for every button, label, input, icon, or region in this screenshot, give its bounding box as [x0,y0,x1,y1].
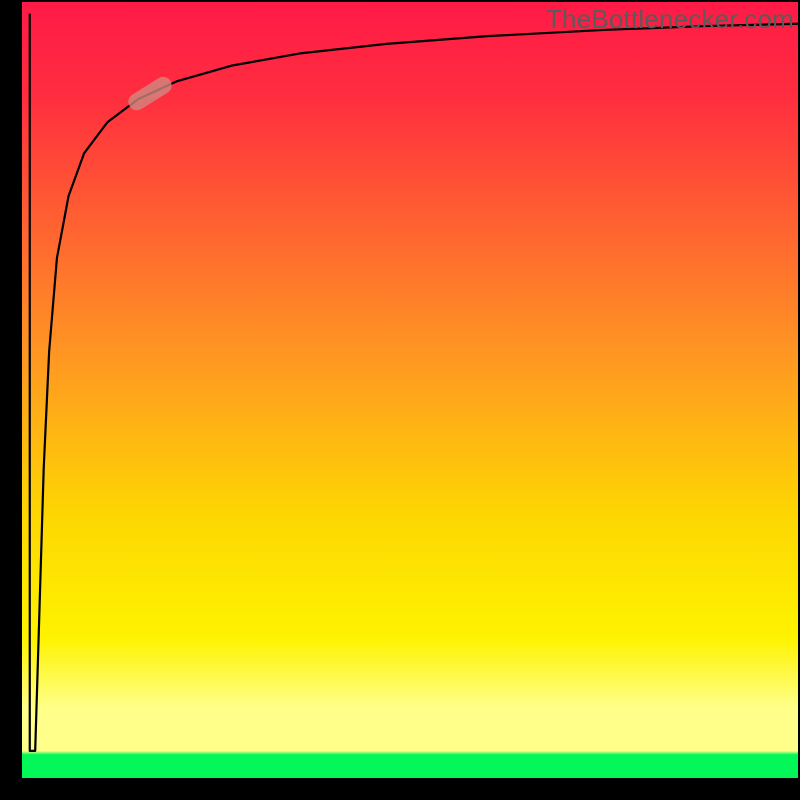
watermark-text: TheBottlenecker.com [546,4,794,35]
highlight-marker [125,74,175,114]
chart-container: TheBottlenecker.com [0,0,800,800]
bottleneck-curve [30,14,798,751]
curve-layer [22,2,798,778]
